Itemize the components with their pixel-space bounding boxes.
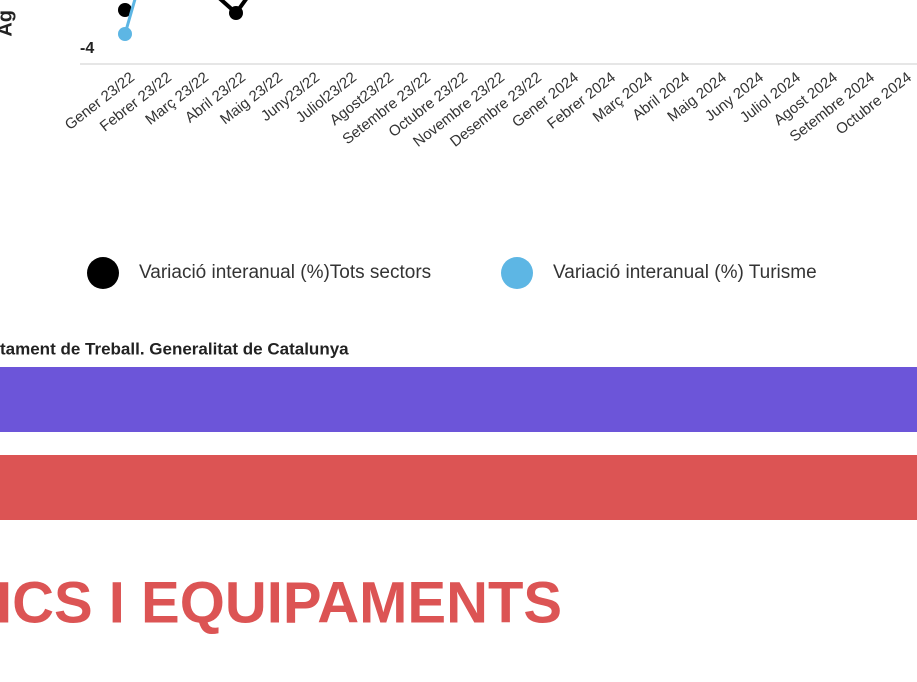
red-band (0, 455, 917, 520)
heading: ICS I EQUIPAMENTS (0, 570, 562, 635)
data-point (229, 6, 243, 20)
y-axis-label: Ag (0, 10, 16, 37)
legend-swatch (87, 257, 119, 289)
data-point (118, 27, 132, 41)
purple-band (0, 367, 917, 432)
legend-label: Variació interanual (%) Turisme (553, 262, 817, 283)
legend-swatch (501, 257, 533, 289)
legend-label: Variació interanual (%)Tots sectors (139, 262, 431, 283)
data-point (118, 3, 132, 17)
source: tament de Treball. Generalitat de Catalu… (0, 339, 349, 358)
series-line (123, 0, 137, 35)
y-tick-label: -4 (80, 40, 94, 57)
